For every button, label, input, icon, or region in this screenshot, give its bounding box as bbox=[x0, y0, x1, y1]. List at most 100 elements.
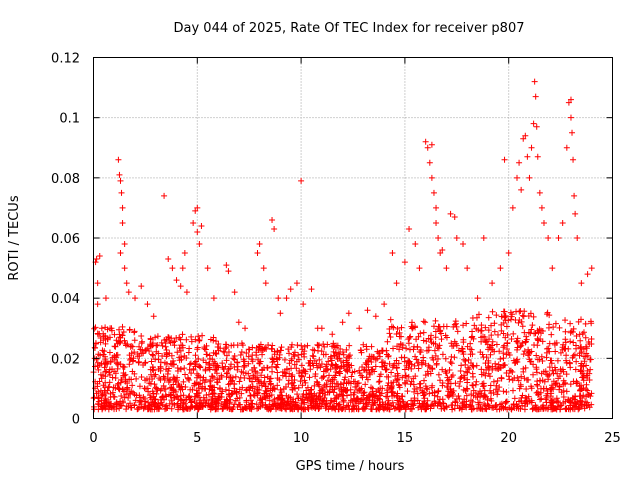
data-point bbox=[577, 344, 584, 351]
data-point bbox=[463, 385, 470, 392]
data-point bbox=[201, 397, 208, 404]
data-point bbox=[385, 373, 392, 380]
data-point bbox=[502, 334, 509, 341]
data-point bbox=[330, 404, 337, 411]
data-point bbox=[462, 403, 469, 410]
data-point bbox=[396, 346, 403, 353]
data-point bbox=[505, 373, 512, 380]
data-point bbox=[111, 404, 118, 411]
data-point bbox=[368, 405, 375, 412]
data-point bbox=[414, 390, 421, 397]
data-point bbox=[271, 386, 278, 393]
data-point bbox=[304, 384, 311, 391]
data-point bbox=[190, 219, 197, 226]
data-point bbox=[287, 286, 294, 293]
data-point bbox=[223, 402, 230, 409]
data-point bbox=[581, 405, 588, 412]
data-point bbox=[137, 346, 144, 353]
data-point bbox=[586, 340, 593, 347]
data-point bbox=[166, 338, 173, 345]
data-point bbox=[147, 394, 154, 401]
data-point bbox=[424, 386, 431, 393]
data-point bbox=[276, 376, 283, 383]
data-point bbox=[207, 406, 214, 413]
data-point bbox=[432, 328, 439, 335]
data-point bbox=[142, 347, 149, 354]
data-point bbox=[533, 366, 540, 373]
data-point bbox=[148, 358, 155, 365]
data-point bbox=[111, 331, 118, 338]
data-point bbox=[165, 333, 172, 340]
data-point bbox=[254, 370, 261, 377]
data-point bbox=[174, 349, 181, 356]
data-point bbox=[435, 345, 442, 352]
data-point bbox=[470, 387, 477, 394]
data-point bbox=[304, 395, 311, 402]
data-point bbox=[294, 342, 301, 349]
data-point bbox=[542, 396, 549, 403]
data-point bbox=[559, 219, 566, 226]
data-point bbox=[583, 381, 590, 388]
data-point bbox=[544, 311, 551, 318]
data-point bbox=[91, 406, 98, 413]
data-point bbox=[194, 346, 201, 353]
data-point bbox=[229, 390, 236, 397]
data-point bbox=[312, 370, 319, 377]
data-point bbox=[481, 387, 488, 394]
data-point bbox=[213, 350, 220, 357]
data-point bbox=[396, 384, 403, 391]
data-point bbox=[106, 379, 113, 386]
data-point bbox=[339, 348, 346, 355]
data-point bbox=[120, 370, 127, 377]
data-point bbox=[545, 235, 552, 241]
data-point bbox=[336, 401, 343, 408]
data-point bbox=[143, 375, 150, 382]
data-point bbox=[180, 378, 187, 385]
data-point bbox=[519, 312, 526, 319]
data-point bbox=[231, 289, 238, 296]
data-point bbox=[392, 373, 399, 380]
data-point bbox=[322, 405, 329, 412]
data-point bbox=[132, 397, 139, 404]
data-point bbox=[567, 96, 574, 103]
data-point bbox=[460, 241, 467, 248]
data-point bbox=[463, 368, 470, 375]
data-point bbox=[511, 395, 518, 402]
data-point bbox=[191, 380, 198, 387]
data-point bbox=[493, 312, 500, 319]
data-point bbox=[157, 363, 164, 370]
data-point bbox=[162, 386, 169, 393]
data-point bbox=[312, 403, 319, 410]
data-point bbox=[119, 323, 126, 330]
data-point bbox=[123, 385, 130, 392]
data-point bbox=[250, 374, 257, 381]
data-point bbox=[119, 204, 126, 211]
data-point bbox=[261, 374, 268, 381]
data-point bbox=[118, 376, 125, 383]
data-point bbox=[553, 379, 560, 386]
data-point bbox=[328, 361, 335, 368]
data-point bbox=[478, 366, 485, 373]
data-point bbox=[301, 353, 308, 360]
data-point bbox=[567, 406, 574, 413]
data-point bbox=[316, 405, 323, 412]
data-point bbox=[507, 316, 514, 323]
data-point bbox=[567, 320, 574, 327]
data-point bbox=[386, 330, 393, 337]
data-point bbox=[500, 388, 507, 395]
data-point bbox=[117, 250, 124, 257]
data-point bbox=[585, 391, 592, 398]
data-point bbox=[418, 361, 425, 368]
data-point bbox=[480, 382, 487, 389]
data-point bbox=[502, 313, 509, 320]
data-point bbox=[99, 390, 106, 397]
data-point bbox=[347, 386, 354, 393]
data-point bbox=[323, 397, 330, 404]
data-point bbox=[127, 343, 134, 350]
data-point bbox=[578, 360, 585, 367]
data-point bbox=[476, 405, 483, 412]
data-point bbox=[101, 399, 108, 406]
data-point bbox=[389, 364, 396, 371]
data-point bbox=[530, 313, 537, 320]
data-point bbox=[383, 351, 390, 358]
